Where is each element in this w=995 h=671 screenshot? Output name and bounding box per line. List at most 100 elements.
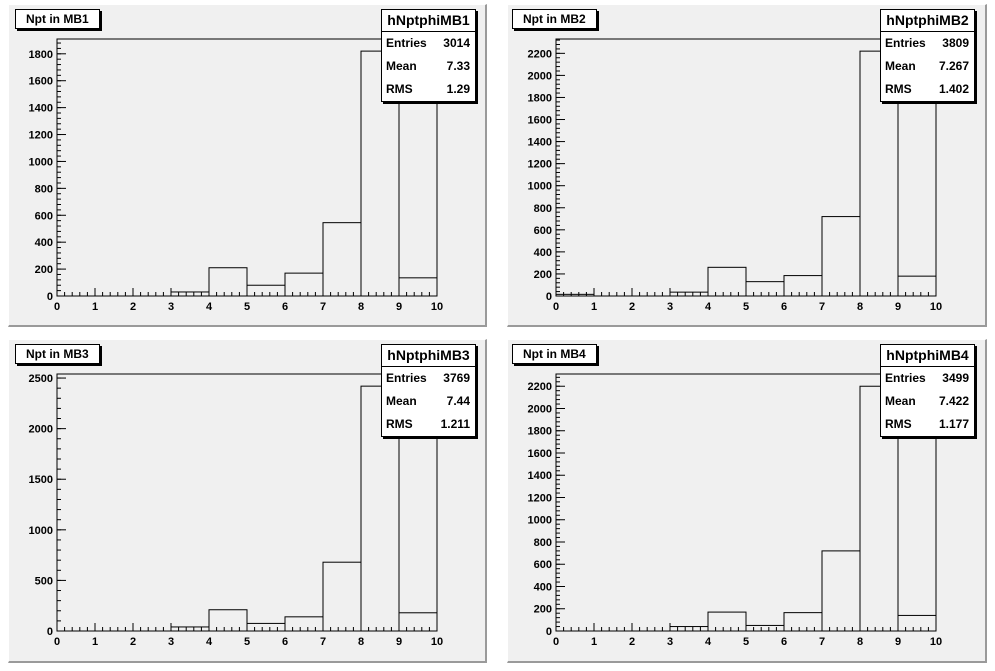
x-tick-label: 7 [819,636,825,648]
histogram-bin [707,266,747,297]
stats-histogram-name: hNptphiMB4 [881,345,974,367]
histogram-bin [783,612,823,632]
histogram-bin [208,267,248,297]
stats-label: RMS [386,417,413,431]
histogram-title: Npt in MB2 [512,9,597,29]
stats-box: hNptphiMB1 Entries 3014 Mean 7.33 RMS 1.29 [381,9,476,102]
y-tick-label: 2000 [29,424,53,436]
y-tick-label: 2200 [528,48,552,60]
x-tick-label: 10 [930,636,942,648]
x-tick-label: 2 [130,636,136,648]
stats-label: RMS [386,82,413,96]
histogram-bin [284,272,324,297]
y-tick-label: 1400 [528,137,552,149]
stats-box: hNptphiMB4 Entries 3499 Mean 7.422 RMS 1.17… [880,344,975,437]
stats-label: Mean [885,394,916,408]
stats-histogram-name: hNptphiMB3 [382,345,475,367]
x-tick-label: 3 [168,301,174,313]
x-tick-label: 2 [130,301,136,313]
x-tick-label: 0 [54,636,60,648]
histogram-pad-mb2: 0 1 2 3 4 5 6 7 8 9 10 0 200 400 600 800 1000 1200 1400 160… [507,4,987,327]
x-tick-label: 1 [92,301,98,313]
y-tick-label: 1500 [29,474,53,486]
y-tick-label: 1600 [528,448,552,460]
stats-value: 1.402 [938,82,969,96]
y-tick-label: 800 [35,183,53,195]
plot-frame [555,373,937,632]
y-tick-label: 1800 [528,92,552,104]
plot-frame [555,38,937,297]
histogram-bin [398,277,438,297]
y-tick-label: 400 [35,237,53,249]
histogram-bin [246,622,286,632]
stats-row-mean: Mean 7.422 [881,390,974,413]
stats-row-mean: Mean 7.33 [382,55,475,78]
histogram-bin [555,293,595,297]
y-tick-label: 200 [534,604,552,616]
y-tick-label: 1400 [29,103,53,115]
x-tick-label: 10 [930,301,942,313]
stats-value: 3769 [443,371,470,385]
histogram-bin [897,275,937,297]
y-tick-label: 1000 [528,181,552,193]
histogram-pad-mb4: 0 1 2 3 4 5 6 7 8 9 10 0 200 400 600 800 1000 1200 1400 160… [507,339,987,663]
plot-area: 0 1 2 3 4 5 6 7 8 9 10 0 200 400 600 800 1000 1200 1400 160… [528,373,942,648]
x-tick-label: 5 [743,636,749,648]
y-tick-label: 2000 [528,403,552,415]
y-tick-label: 2500 [29,373,53,385]
histogram-bin [360,385,400,632]
histogram-bin [897,614,937,632]
y-tick-label: 1400 [528,470,552,482]
y-tick-label: 1000 [29,156,53,168]
x-tick-label: 1 [92,636,98,648]
plot-area: 0 1 2 3 4 5 6 7 8 9 10 0 200 400 600 800 1000 1200 1400 160… [29,38,443,313]
histogram-bin [745,624,785,632]
x-tick-label: 6 [781,636,787,648]
x-tick-label: 9 [895,301,901,313]
x-tick-label: 5 [244,301,250,313]
y-tick-label: 1200 [528,159,552,171]
y-tick-label: 200 [35,264,53,276]
y-tick-label: 500 [35,575,53,587]
plot-frame [56,38,438,297]
x-tick-label: 9 [895,636,901,648]
histogram-bin [669,626,709,632]
y-tick-label: 1000 [29,525,53,537]
histogram-bin [284,616,324,632]
histogram-bin [707,611,747,632]
histogram-bin [859,385,899,632]
stats-label: Entries [386,371,427,385]
stats-value: 7.267 [938,59,969,73]
stats-row-entries: Entries 3809 [881,32,974,55]
stats-value: 1.211 [440,417,470,431]
x-tick-label: 8 [358,301,364,313]
stats-label: RMS [885,82,912,96]
plot-frame [56,373,438,632]
stats-label: Entries [386,36,427,50]
y-tick-label: 0 [546,291,552,303]
x-tick-label: 6 [282,301,288,313]
histogram-bin [669,291,709,297]
x-tick-label: 9 [396,636,402,648]
y-tick-label: 600 [534,559,552,571]
x-tick-label: 4 [705,301,712,313]
x-tick-label: 4 [705,636,712,648]
x-tick-label: 4 [206,301,213,313]
stats-label: Mean [386,394,417,408]
x-tick-label: 1 [591,301,597,313]
x-tick-label: 7 [320,636,326,648]
histogram-bin [322,222,362,297]
x-tick-label: 6 [282,636,288,648]
y-tick-label: 600 [35,210,53,222]
stats-label: Entries [885,36,926,50]
stats-row-mean: Mean 7.44 [382,390,475,413]
x-tick-label: 7 [320,301,326,313]
x-tick-label: 7 [819,301,825,313]
x-tick-label: 2 [629,636,635,648]
x-tick-label: 8 [857,636,863,648]
stats-box: hNptphiMB2 Entries 3809 Mean 7.267 RMS 1.40… [880,9,975,102]
histogram-title: Npt in MB3 [15,344,100,364]
y-tick-label: 1600 [528,115,552,127]
stats-value: 7.422 [938,394,969,408]
histogram-bin [208,609,248,632]
